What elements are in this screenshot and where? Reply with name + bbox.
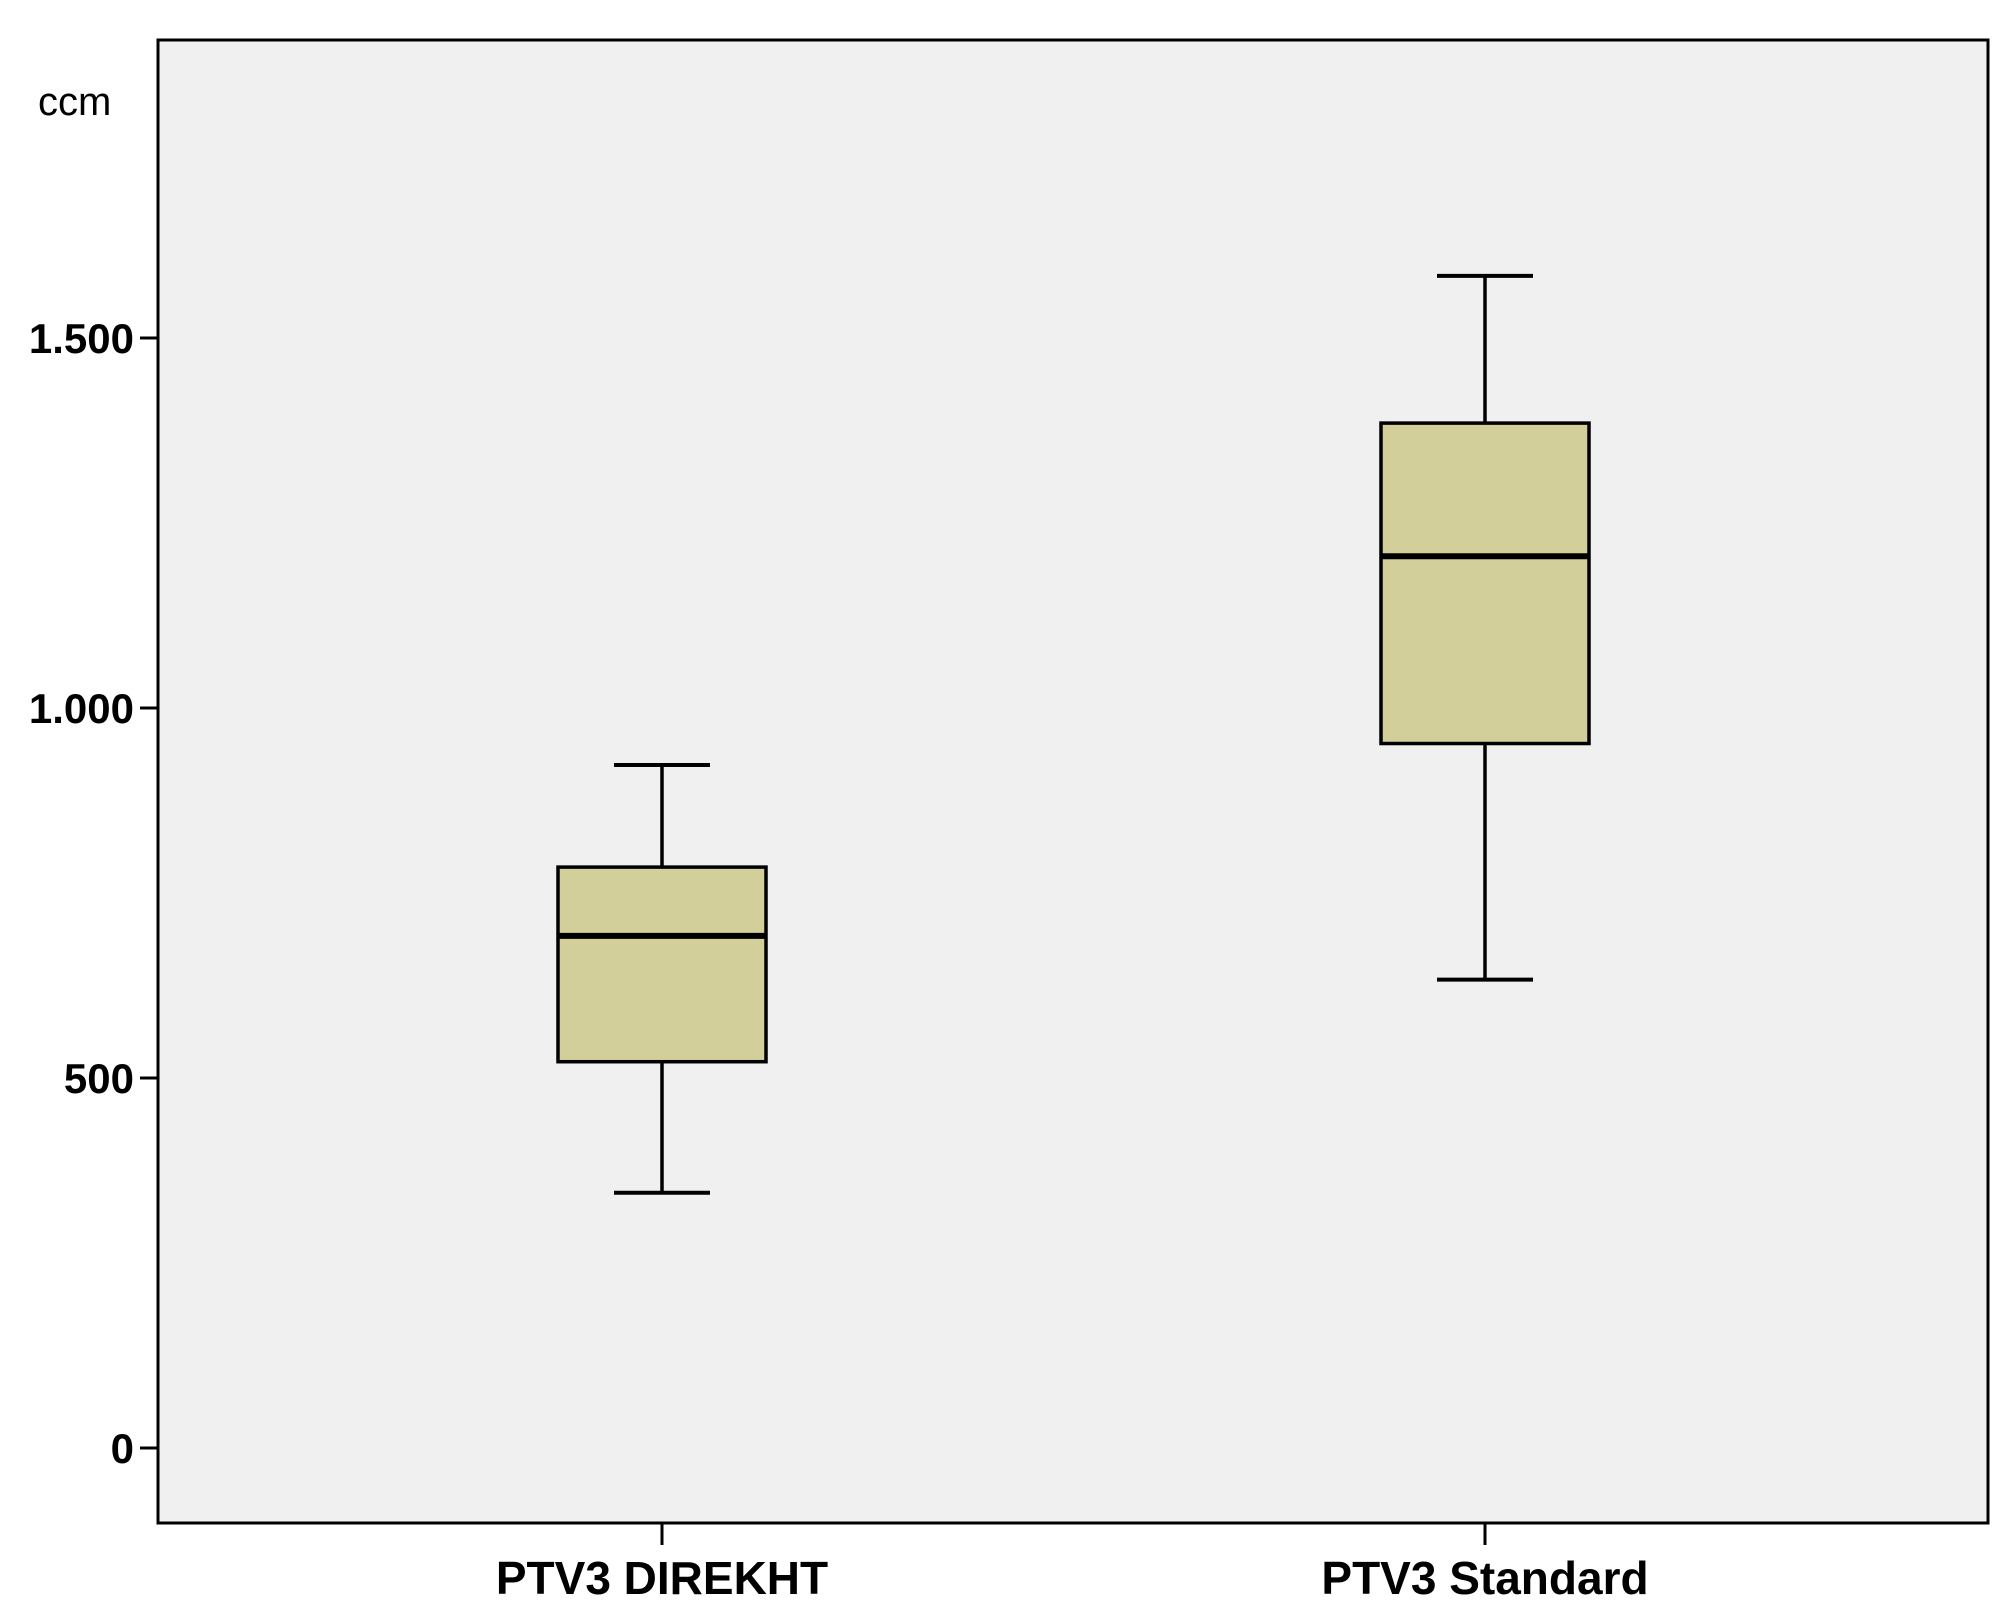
y-tick-label: 500 [64,1055,134,1102]
plot-area [156,38,1990,1525]
box-1 [556,762,768,1195]
y-tick-label: 1.500 [29,315,134,362]
iqr-box [556,865,768,1064]
y-tick-label: 1.000 [29,685,134,732]
x-axis: PTV3 DIREKHT PTV3 Standard [496,1523,1649,1604]
box-series [556,273,1591,1195]
y-axis: 0 500 1.000 1.500 [29,315,158,1472]
iqr-box [1379,421,1591,746]
x-category-label: PTV3 DIREKHT [496,1552,828,1604]
y-tick-label: 0 [111,1425,134,1472]
x-category-label: PTV3 Standard [1321,1552,1648,1604]
y-axis-unit-label: ccm [38,80,111,124]
box-2 [1379,273,1591,982]
